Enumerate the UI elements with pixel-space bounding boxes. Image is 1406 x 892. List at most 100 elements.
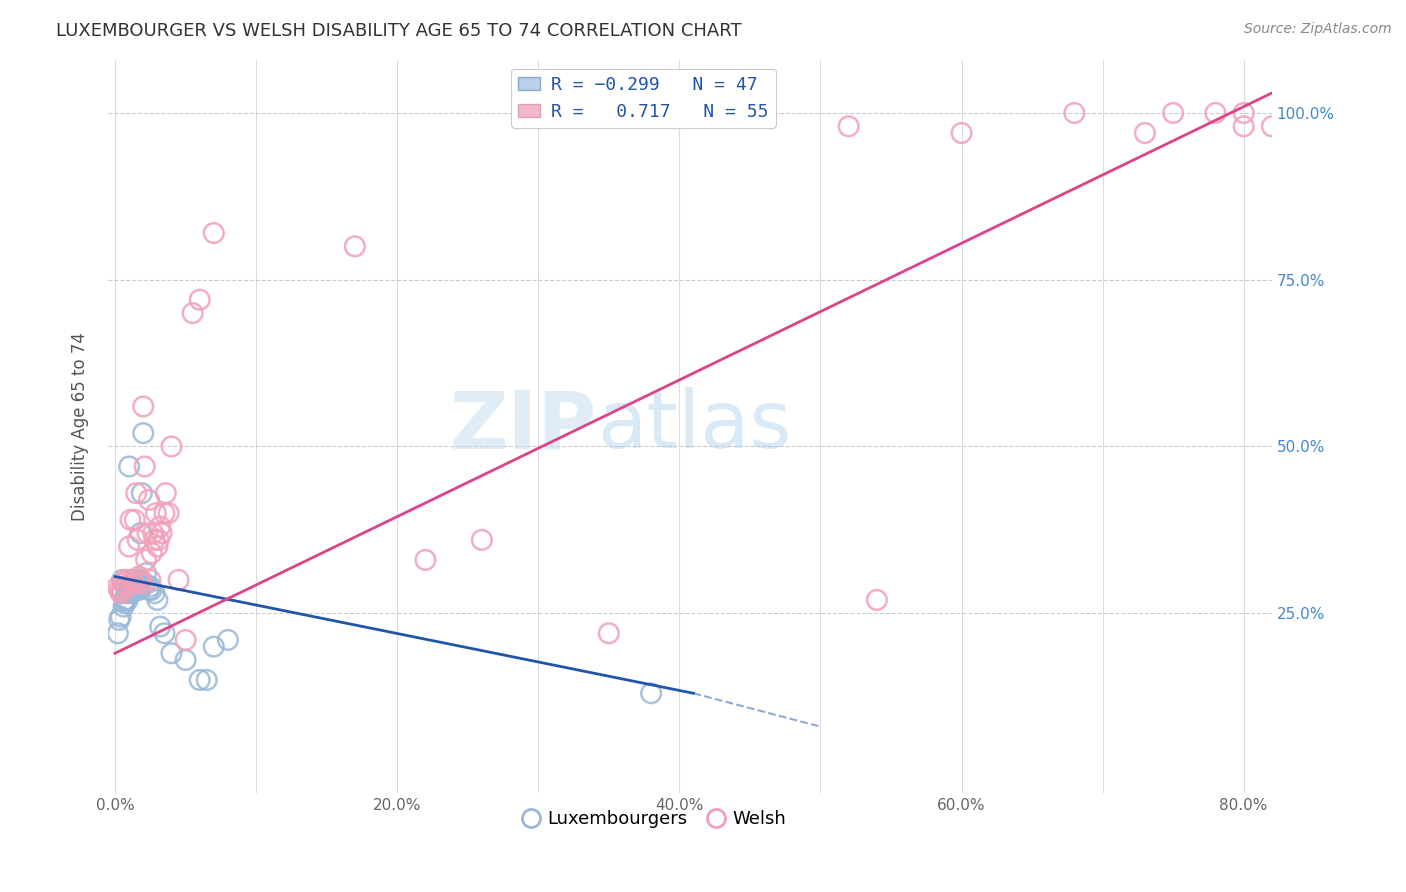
Point xyxy=(132,400,155,414)
Point xyxy=(117,573,139,587)
Point xyxy=(127,573,149,587)
Point xyxy=(135,566,157,581)
Point xyxy=(124,576,146,591)
Point xyxy=(122,582,145,597)
Point xyxy=(114,573,136,587)
Point xyxy=(1233,106,1256,120)
Point xyxy=(139,580,162,594)
Point xyxy=(202,226,225,240)
Point xyxy=(111,582,134,597)
Point xyxy=(134,459,156,474)
Point xyxy=(181,306,204,320)
Point xyxy=(146,593,169,607)
Point xyxy=(148,533,170,547)
Point xyxy=(141,546,163,560)
Point xyxy=(415,553,437,567)
Point xyxy=(131,576,153,591)
Point xyxy=(129,526,152,541)
Point xyxy=(128,580,150,594)
Point xyxy=(132,426,155,441)
Point xyxy=(135,553,157,567)
Point xyxy=(115,593,138,607)
Point xyxy=(108,613,131,627)
Point xyxy=(120,586,142,600)
Point xyxy=(131,486,153,500)
Text: atlas: atlas xyxy=(596,387,792,466)
Point xyxy=(195,673,218,687)
Point xyxy=(1233,120,1256,134)
Point xyxy=(114,596,136,610)
Point xyxy=(117,582,139,597)
Point xyxy=(136,526,159,541)
Point xyxy=(160,440,183,454)
Point xyxy=(143,586,166,600)
Point xyxy=(111,573,134,587)
Point xyxy=(114,593,136,607)
Point xyxy=(138,582,160,597)
Point xyxy=(108,582,131,597)
Point xyxy=(153,506,176,520)
Point xyxy=(838,120,860,134)
Text: Source: ZipAtlas.com: Source: ZipAtlas.com xyxy=(1244,22,1392,37)
Point xyxy=(129,573,152,587)
Point xyxy=(110,586,132,600)
Point xyxy=(174,632,197,647)
Point xyxy=(138,492,160,507)
Point xyxy=(188,293,211,307)
Point xyxy=(150,526,173,541)
Point xyxy=(1161,106,1184,120)
Point xyxy=(134,576,156,591)
Point xyxy=(118,459,141,474)
Point xyxy=(471,533,494,547)
Point xyxy=(112,576,135,591)
Point xyxy=(107,580,129,594)
Point xyxy=(145,506,167,520)
Point xyxy=(146,540,169,554)
Legend: Luxembourgers, Welsh: Luxembourgers, Welsh xyxy=(516,803,793,836)
Point xyxy=(128,569,150,583)
Point xyxy=(124,580,146,594)
Point xyxy=(120,513,142,527)
Point xyxy=(118,540,141,554)
Point xyxy=(139,573,162,587)
Point xyxy=(640,686,662,700)
Y-axis label: Disability Age 65 to 74: Disability Age 65 to 74 xyxy=(72,332,89,521)
Point xyxy=(125,486,148,500)
Point xyxy=(1204,106,1226,120)
Point xyxy=(110,609,132,624)
Point xyxy=(122,576,145,591)
Point xyxy=(122,580,145,594)
Point xyxy=(188,673,211,687)
Text: ZIP: ZIP xyxy=(450,387,596,466)
Point xyxy=(128,582,150,597)
Point xyxy=(127,582,149,597)
Point xyxy=(111,586,134,600)
Point xyxy=(149,519,172,533)
Point xyxy=(343,239,366,253)
Point xyxy=(598,626,620,640)
Point xyxy=(115,586,138,600)
Point xyxy=(153,626,176,640)
Point xyxy=(141,582,163,597)
Point xyxy=(117,593,139,607)
Point xyxy=(121,582,143,597)
Point xyxy=(125,573,148,587)
Point xyxy=(127,533,149,547)
Point xyxy=(120,580,142,594)
Point xyxy=(143,533,166,547)
Point xyxy=(157,506,180,520)
Point xyxy=(167,573,190,587)
Point xyxy=(124,513,146,527)
Point xyxy=(217,632,239,647)
Point xyxy=(202,640,225,654)
Point xyxy=(155,486,177,500)
Point xyxy=(950,126,973,140)
Point xyxy=(121,576,143,591)
Point xyxy=(118,582,141,597)
Point xyxy=(142,526,165,541)
Text: LUXEMBOURGER VS WELSH DISABILITY AGE 65 TO 74 CORRELATION CHART: LUXEMBOURGER VS WELSH DISABILITY AGE 65 … xyxy=(56,22,742,40)
Point xyxy=(125,576,148,591)
Point xyxy=(107,626,129,640)
Point xyxy=(115,580,138,594)
Point xyxy=(1063,106,1085,120)
